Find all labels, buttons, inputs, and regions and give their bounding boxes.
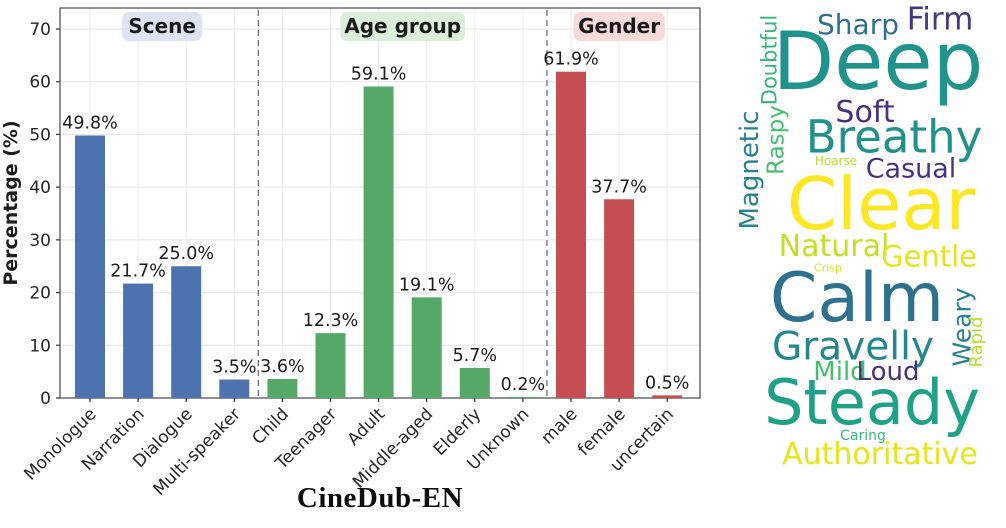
y-tick-label: 10 — [29, 336, 51, 356]
wordcloud-word-steady: Steady — [764, 366, 980, 439]
bar-male — [556, 71, 586, 398]
bar-uncertain — [652, 395, 683, 398]
wordcloud-word-raspy: Raspy — [763, 105, 790, 175]
bar-value-label: 3.5% — [212, 358, 256, 378]
group-badge — [340, 12, 466, 41]
wordcloud-word-calm: Calm — [769, 259, 945, 338]
bar-elderly — [459, 367, 490, 398]
bar-value-label: 21.7% — [110, 262, 166, 282]
y-tick-label: 0 — [40, 389, 51, 409]
wordcloud: Deep Sharp Firm Doubtful Magnetic Raspy Soft Br… — [720, 0, 1006, 528]
y-tick-label: 50 — [29, 125, 51, 145]
bar-monologue — [75, 135, 105, 398]
wordcloud-word-loud: Loud — [856, 357, 920, 387]
bar-dialogue — [171, 266, 202, 398]
y-tick-label: 20 — [29, 284, 51, 304]
bar-narration — [123, 283, 154, 398]
y-tick-label: 70 — [29, 20, 51, 40]
wordcloud-word-doubtful: Doubtful — [757, 14, 782, 106]
wordcloud-word-magnetic: Magnetic — [735, 110, 765, 230]
bar-chart-panel: 49.8% Monologue 21.7% Narration 25.0% Dialogu… — [0, 7, 701, 514]
bar-chart: 49.8%Monologue21.7%Narration25.0%Dialogu… — [0, 7, 701, 500]
group-badge-label: Scene — [128, 14, 196, 38]
wordcloud-word-natural: Natural — [778, 229, 890, 264]
bar-value-label: 12.3% — [303, 311, 359, 331]
wordcloud-word-casual: Casual — [865, 153, 957, 185]
bar-multi-speaker — [219, 379, 250, 398]
bar-unknown — [507, 396, 538, 398]
bar-value-label: 19.1% — [399, 275, 455, 295]
wordcloud-word-caring: Caring — [840, 428, 886, 444]
wordcloud-word-clear: Clear — [786, 162, 976, 246]
figure-caption: CineDub-EN — [296, 482, 464, 514]
bar-value-label: 61.9% — [543, 50, 599, 70]
bar-value-label: 49.8% — [62, 114, 118, 134]
bar-value-label: 3.6% — [260, 357, 304, 377]
y-tick-label: 30 — [29, 231, 51, 251]
wordcloud-word-breathy: Breathy — [805, 110, 983, 164]
bar-value-label: 25.0% — [158, 244, 214, 264]
wordcloud-word-firm: Firm — [906, 1, 974, 38]
wordcloud-word-rapid: Rapid — [966, 316, 987, 368]
bar-adult — [363, 86, 394, 399]
wordcloud-word-soft: Soft — [835, 95, 895, 130]
bar-value-label: 37.7% — [591, 177, 647, 197]
x-tick-label: Adult — [344, 404, 390, 450]
wordcloud-word-hoarse: Hoarse — [814, 154, 858, 168]
group-badge — [573, 12, 665, 41]
bar-value-label: 0.2% — [501, 375, 545, 395]
bar-female — [604, 199, 635, 398]
y-tick-label: 60 — [29, 73, 51, 93]
wordcloud-word-crisp: Crisp — [814, 261, 842, 275]
bar-value-label: 5.7% — [453, 346, 497, 366]
wordcloud-word-deep: Deep — [772, 15, 984, 108]
wordcloud-word-gravelly: Gravelly — [772, 324, 934, 370]
y-axis-label: Percentage (%) — [0, 120, 22, 285]
y-tick-label: 40 — [29, 178, 51, 198]
wordcloud-word-sharp: Sharp — [817, 8, 899, 41]
wordcloud-word-gentle: Gentle — [881, 239, 977, 274]
x-tick-label: Child — [248, 404, 292, 448]
x-tick-label: male — [538, 404, 582, 448]
bar-value-label: 0.5% — [645, 373, 689, 393]
group-badge — [122, 12, 203, 41]
bar-teenager — [315, 333, 346, 398]
wordcloud-word-mild: Mild — [813, 357, 867, 387]
bar-child — [267, 379, 298, 398]
group-badge-label: Gender — [578, 14, 660, 38]
bar-middle-aged — [411, 297, 442, 398]
group-badge-label: Age group — [344, 14, 461, 38]
wordcloud-word-authoritative: Authoritative — [782, 437, 978, 472]
bar-value-label: 59.1% — [351, 64, 407, 84]
